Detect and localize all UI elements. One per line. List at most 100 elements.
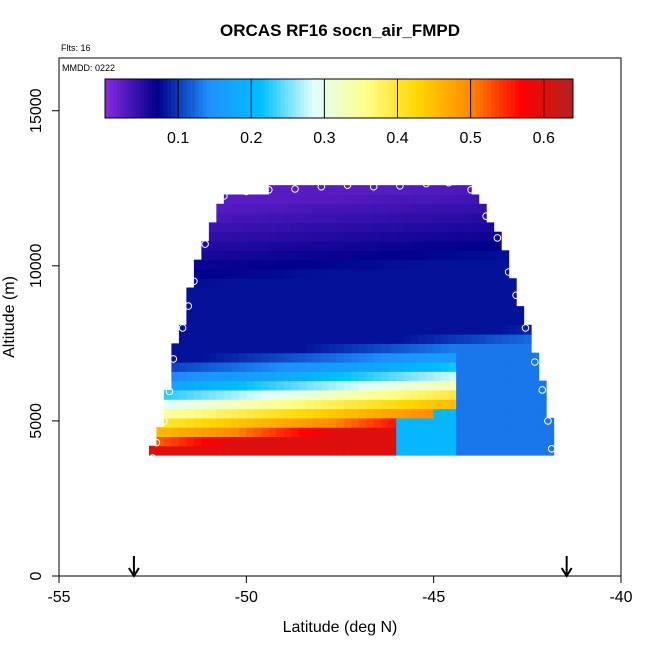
heatmap-cell xyxy=(463,315,472,326)
heatmap-cell xyxy=(508,436,517,447)
heatmap-cell xyxy=(433,259,442,270)
heatmap-cell xyxy=(261,306,270,317)
heatmap-cell xyxy=(208,389,217,400)
heatmap-cell xyxy=(403,417,412,428)
heatmap-cell xyxy=(433,371,442,382)
heatmap-cell xyxy=(261,417,270,428)
heatmap-cell xyxy=(171,399,180,410)
heatmap-cell xyxy=(268,324,277,335)
heatmap-cell xyxy=(276,306,285,317)
heatmap-cell xyxy=(433,241,442,251)
colorbar-segment xyxy=(483,79,488,118)
heatmap-cell xyxy=(381,436,390,447)
heatmap-cell xyxy=(298,315,307,326)
heatmap-cell xyxy=(261,334,270,344)
heatmap-cell xyxy=(493,324,502,335)
heatmap-cell xyxy=(321,278,330,289)
heatmap-cell xyxy=(253,324,262,335)
heatmap-cell xyxy=(246,268,255,279)
heatmap-cell xyxy=(538,445,547,456)
colorbar-segment xyxy=(409,79,414,118)
colorbar-segment xyxy=(452,79,457,118)
heatmap-cell xyxy=(373,380,382,391)
heatmap-cell xyxy=(471,436,480,447)
heatmap-cell xyxy=(306,296,315,307)
heatmap-cell xyxy=(396,241,405,251)
heatmap-cell xyxy=(208,399,217,410)
colorbar-segment xyxy=(159,79,164,118)
heatmap-cell xyxy=(238,259,247,270)
heatmap-cell xyxy=(171,389,180,400)
heatmap-cell xyxy=(426,250,435,261)
heatmap-cell xyxy=(441,213,450,223)
heatmap-cell xyxy=(238,334,247,344)
heatmap-cell xyxy=(358,324,367,335)
heatmap-cell xyxy=(523,436,532,447)
heatmap-cell xyxy=(388,436,397,447)
heatmap-cell xyxy=(298,231,307,242)
heatmap-cell xyxy=(223,389,232,400)
colorbar-segment xyxy=(194,79,200,118)
heatmap-cell xyxy=(321,436,330,447)
heatmap-cell xyxy=(373,417,382,428)
heatmap-cell xyxy=(411,343,420,354)
heatmap-cell xyxy=(396,334,405,344)
heatmap-cell xyxy=(448,241,457,251)
heatmap-cell xyxy=(201,241,210,251)
heatmap-cell xyxy=(231,445,240,456)
heatmap-cell xyxy=(208,231,217,242)
heatmap-cell xyxy=(403,268,412,279)
heatmap-cell xyxy=(268,343,277,354)
heatmap-cell xyxy=(441,278,450,289)
heatmap-cell xyxy=(388,296,397,307)
heatmap-cell xyxy=(201,427,210,438)
heatmap-cell xyxy=(448,399,457,410)
heatmap-cell xyxy=(508,427,517,438)
heatmap-cell xyxy=(343,324,352,335)
heatmap-cell xyxy=(291,268,300,279)
heatmap-cell xyxy=(516,389,525,400)
heatmap-cell xyxy=(193,259,202,270)
heatmap-cell xyxy=(201,399,210,410)
heatmap-cell xyxy=(291,259,300,270)
heatmap-cell xyxy=(306,324,315,335)
heatmap-cell xyxy=(231,241,240,251)
heatmap-cell xyxy=(321,445,330,456)
heatmap-cell xyxy=(523,408,532,419)
heatmap-cell xyxy=(448,287,457,298)
heatmap-cell xyxy=(163,417,172,428)
heatmap-cell xyxy=(208,306,217,317)
heatmap-cell xyxy=(523,380,532,391)
heatmap-cell xyxy=(216,278,225,289)
heatmap-cell xyxy=(418,352,427,363)
heatmap-cell xyxy=(216,408,225,419)
colorbar-segment xyxy=(381,79,387,118)
heatmap-cell xyxy=(321,315,330,326)
heatmap-cell xyxy=(501,278,510,289)
heatmap-cell xyxy=(448,250,457,261)
colorbar-segment xyxy=(350,79,356,118)
heatmap-cell xyxy=(403,241,412,251)
heatmap-cell xyxy=(298,241,307,251)
heatmap-cell xyxy=(163,445,172,456)
heatmap-cell xyxy=(231,436,240,447)
heatmap-cell xyxy=(178,324,187,335)
heatmap-cell xyxy=(403,352,412,363)
colorbar-segment xyxy=(374,79,379,118)
heatmap-cell xyxy=(298,296,307,307)
heatmap-cell xyxy=(456,436,465,447)
heatmap-cell xyxy=(478,371,487,382)
heatmap-cell xyxy=(253,371,262,382)
heatmap-cell xyxy=(276,203,285,214)
sample-point xyxy=(504,268,513,276)
colorbar-tick-label: 0.4 xyxy=(386,130,408,147)
heatmap-cell xyxy=(418,250,427,261)
heatmap-cell xyxy=(343,352,352,363)
heatmap-cell xyxy=(373,213,382,223)
heatmap-cell xyxy=(441,371,450,382)
heatmap-cell xyxy=(306,203,315,214)
heatmap-cell xyxy=(223,352,232,363)
heatmap-cell xyxy=(193,278,202,289)
heatmap-cell xyxy=(186,399,195,410)
colorbar-segment xyxy=(136,79,141,118)
